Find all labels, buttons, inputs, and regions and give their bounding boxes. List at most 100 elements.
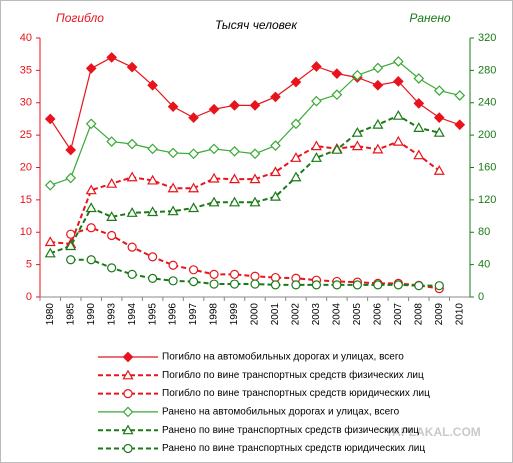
data-point <box>269 166 282 177</box>
data-point <box>167 101 179 112</box>
chart-title: Тысяч человек <box>215 18 298 32</box>
series-line <box>50 140 440 245</box>
data-point <box>44 247 56 258</box>
legend-label: Ранено по вине транспортных средств физи… <box>162 424 419 436</box>
x-tick-label: 1997 <box>188 303 199 326</box>
data-point <box>126 207 138 217</box>
data-point <box>208 103 220 115</box>
data-point <box>331 89 343 101</box>
data-point <box>66 229 76 239</box>
data-point <box>270 140 281 151</box>
data-point <box>106 52 118 63</box>
data-point <box>311 61 322 72</box>
data-point <box>188 182 200 193</box>
y2-tick-label: 120 <box>478 194 496 206</box>
data-point <box>148 252 158 262</box>
data-point <box>44 236 56 247</box>
data-point <box>291 280 301 290</box>
data-point <box>85 118 97 130</box>
data-point <box>250 279 260 289</box>
y2-tick-label: 240 <box>478 97 496 109</box>
x-tick-label: 1996 <box>168 303 179 326</box>
data-point <box>433 85 445 96</box>
data-point <box>392 109 404 120</box>
x-tick-label: 2007 <box>393 303 404 326</box>
data-point <box>147 143 158 155</box>
y2-tick-label: 80 <box>478 226 490 238</box>
data-point <box>66 255 76 265</box>
data-point <box>290 171 302 182</box>
data-point <box>311 95 322 107</box>
legend-label: Ранено на автомобильных дорогах и улицах… <box>162 406 400 418</box>
data-point <box>351 140 363 151</box>
data-point <box>126 61 138 73</box>
data-point <box>65 240 77 251</box>
x-tick-label: 2002 <box>291 303 302 326</box>
data-point <box>209 269 219 279</box>
data-point <box>167 205 179 216</box>
y2-tick-label: 0 <box>478 291 484 303</box>
data-point <box>229 99 240 111</box>
data-point <box>414 281 424 291</box>
x-tick-label: 1993 <box>106 303 117 326</box>
y-tick-label: 25 <box>20 129 32 141</box>
x-tick-label: 1999 <box>229 303 240 326</box>
x-tick-label: 2004 <box>332 303 343 326</box>
data-point <box>188 265 199 275</box>
data-point <box>433 112 445 123</box>
data-point <box>392 76 404 87</box>
data-point <box>311 280 322 290</box>
legend-label: Ранено по вине транспортных средств юрид… <box>162 443 425 454</box>
data-point <box>188 112 199 123</box>
data-point <box>270 280 281 290</box>
y-tick-label: 40 <box>20 32 32 44</box>
data-point <box>147 174 159 185</box>
data-point <box>434 281 444 291</box>
data-point <box>290 152 302 162</box>
data-point <box>290 76 302 88</box>
data-point <box>107 230 117 241</box>
data-point <box>352 280 362 290</box>
legend-marker <box>122 351 134 363</box>
data-point <box>413 149 425 160</box>
data-point <box>106 136 118 147</box>
legend-marker <box>122 406 134 418</box>
data-point <box>228 173 241 184</box>
data-point <box>147 79 158 91</box>
data-point <box>85 202 97 213</box>
data-point <box>310 152 322 162</box>
data-point <box>331 143 343 154</box>
data-point <box>372 79 384 91</box>
x-tick-label: 1998 <box>209 303 220 326</box>
data-point <box>85 184 97 195</box>
data-point <box>229 279 240 289</box>
x-tick-label: 2010 <box>454 303 465 326</box>
data-point <box>168 276 178 286</box>
x-tick-label: 2000 <box>250 303 261 326</box>
y-tick-label: 10 <box>20 226 32 238</box>
y2-tick-label: 320 <box>478 32 496 44</box>
y-tick-label: 35 <box>20 64 32 76</box>
data-point <box>393 280 403 290</box>
y-tick-label: 5 <box>26 259 32 271</box>
data-point <box>229 145 240 157</box>
data-point <box>85 63 97 74</box>
right-axis-title: Ранено <box>409 11 451 25</box>
y-tick-label: 30 <box>20 97 32 109</box>
data-point <box>208 143 220 155</box>
data-point <box>433 165 445 175</box>
legend-label: Погибло по вине транспортных средств физ… <box>162 369 424 381</box>
data-point <box>269 190 282 201</box>
data-point <box>168 260 178 270</box>
left-axis-title: Погибло <box>56 11 104 25</box>
data-point <box>167 147 179 159</box>
x-tick-label: 2001 <box>270 303 281 326</box>
data-point <box>373 280 383 290</box>
data-point <box>208 196 220 207</box>
y-tick-label: 20 <box>20 161 32 173</box>
data-point <box>65 172 77 184</box>
data-point <box>454 90 466 101</box>
y2-tick-label: 280 <box>478 64 496 76</box>
